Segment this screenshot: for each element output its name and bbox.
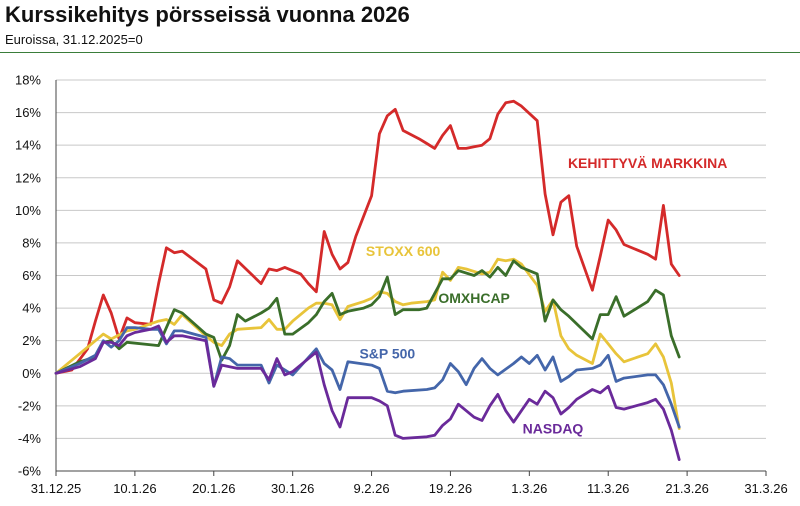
x-tick-label: 19.2.26: [429, 481, 472, 496]
x-tick-label: 31.12.25: [31, 481, 82, 496]
y-tick-label: 18%: [15, 73, 41, 88]
y-tick-label: 6%: [22, 268, 41, 283]
x-tick-label: 10.1.26: [113, 481, 156, 496]
series-line-0: [54, 99, 681, 375]
series-label-2: OMXHCAP: [438, 290, 510, 306]
series-lines: [54, 99, 681, 461]
series-labels: KEHITTYVÄ MARKKINA STOXX 600 OMXHCAP S&P 50…: [359, 155, 727, 437]
x-axis-ticks: 31.12.25 10.1.26 20.1.26 30.1.26 9.2.26 19.2.…: [31, 471, 788, 496]
gridlines: [55, 79, 766, 472]
y-tick-label: 12%: [15, 170, 41, 185]
series-label-1: STOXX 600: [366, 243, 441, 259]
series-label-0: KEHITTYVÄ MARKKINA: [568, 155, 727, 171]
series-line-3: [54, 326, 681, 429]
y-tick-label: -6%: [18, 464, 42, 479]
series-label-3: S&P 500: [359, 346, 415, 362]
x-tick-label: 21.3.26: [665, 481, 708, 496]
series-line-2: [54, 259, 681, 375]
y-tick-label: 2%: [22, 333, 41, 348]
x-tick-label: 30.1.26: [271, 481, 314, 496]
x-tick-label: 31.3.26: [744, 481, 787, 496]
x-tick-label: 1.3.26: [511, 481, 547, 496]
y-tick-label: 4%: [22, 301, 41, 316]
x-tick-label: 11.3.26: [587, 481, 629, 496]
y-tick-label: 0%: [22, 366, 41, 381]
series-line-4: [54, 324, 681, 461]
y-tick-label: 8%: [22, 235, 41, 250]
x-tick-label: 9.2.26: [353, 481, 389, 496]
y-axis-ticks: 18% 16% 14% 12% 10% 8% 6% 4% 2% 0% -2% -4% -6%: [15, 73, 41, 479]
y-tick-label: -2%: [18, 398, 42, 413]
series-label-4: NASDAQ: [523, 421, 584, 437]
chart-subtitle: Euroissa, 31.12.2025=0: [5, 32, 143, 47]
y-tick-label: 16%: [15, 105, 41, 120]
y-tick-label: 14%: [15, 138, 41, 153]
x-tick-label: 20.1.26: [192, 481, 235, 496]
chart-title: Kurssikehitys pörsseissä vuonna 2026: [5, 2, 410, 27]
title-divider: [0, 52, 800, 53]
y-tick-label: -4%: [18, 431, 42, 446]
y-tick-label: 10%: [15, 203, 41, 218]
